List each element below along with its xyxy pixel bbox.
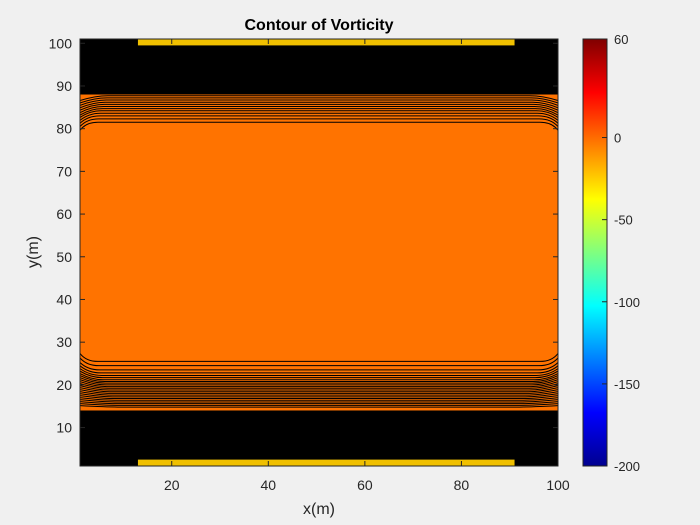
colorbar-tick-label: 0 [614,131,621,146]
colorbar-tick-label: -200 [614,459,640,474]
contour-line-bottom [80,381,558,388]
contour-line-bottom [80,375,558,382]
y-tick-label: 100 [49,35,73,51]
region-top-wall-strip [137,39,515,46]
contour-line-bottom [80,385,558,391]
contour-line-bottom [80,368,558,376]
y-tick-label: 50 [56,249,72,265]
region-top-boundary-layer [80,39,558,95]
region-bottom-boundary-layer [80,410,558,466]
contour-line-top [80,118,558,127]
contour-line-bottom [80,357,558,367]
contour-line-bottom [80,370,558,379]
x-tick-label: 40 [261,477,277,493]
y-tick-label: 60 [56,206,72,222]
region-bottom-wall-strip [137,459,515,466]
contour-line-bottom [80,395,558,400]
contour-line-bottom [80,405,558,408]
contour-line-top [80,110,558,118]
contour-line-bottom [80,387,558,393]
y-tick-label: 30 [56,334,72,350]
contour-line-bottom [80,373,558,381]
plot-frame [79,38,559,467]
contour-line-bottom [80,377,558,384]
contour-line-bottom [80,401,558,405]
colorbar-tick-label: -50 [614,213,633,228]
contour-lines [80,95,558,408]
y-tick-label: 80 [56,121,72,137]
contour-line-bottom [80,362,558,371]
contour-layer [80,39,558,466]
contour-line-top [80,97,558,104]
x-tick-label: 20 [164,477,180,493]
colorbar-tick-label: 60 [614,32,628,47]
colorbar-tick-label: -150 [614,377,640,392]
colorbar-ticks: 60 0 -50 -100 -150 -200 [602,32,640,474]
colorbar-tick-label: -100 [614,295,640,310]
chart-title: Contour of Vorticity [244,17,393,34]
contour-line-bottom [80,383,558,389]
contour-line-top [80,99,558,106]
contour-line-bottom [80,391,558,396]
contour-line-bottom [80,389,558,394]
x-axis-ticks: 20 40 60 80 100 [164,39,570,493]
y-tick-label: 90 [56,78,72,94]
colorbar: 60 0 -50 -100 -150 -200 [582,32,640,474]
contour-line-top [80,115,558,124]
colorbar-gradient [582,38,608,467]
contour-line-bottom [80,399,558,403]
x-tick-label: 60 [357,477,373,493]
contour-line-top [80,112,558,121]
plot-area [79,38,559,467]
contour-line-top [80,95,558,101]
y-axis-label: y(m) [25,236,42,268]
contour-line-bottom [80,403,558,406]
contour-line-bottom [80,353,558,362]
y-axis-ticks: 10 20 30 40 50 60 70 80 90 100 [49,35,558,436]
contour-line-top [80,103,558,111]
contour-line-bottom [80,393,558,398]
contour-line-bottom [80,379,558,386]
y-tick-label: 20 [56,377,72,393]
x-axis-label: x(m) [303,501,335,518]
y-tick-label: 70 [56,163,72,179]
y-tick-label: 40 [56,291,72,307]
contour-line-bottom [80,365,558,374]
contour-line-top [80,105,558,114]
x-tick-label: 100 [546,477,570,493]
contour-line-top [80,101,558,109]
contour-line-bottom [80,397,558,401]
y-tick-label: 10 [56,420,72,436]
x-tick-label: 80 [454,477,470,493]
region-interior [80,124,558,364]
contour-line-top [80,108,558,116]
contour-line-top [80,121,558,131]
